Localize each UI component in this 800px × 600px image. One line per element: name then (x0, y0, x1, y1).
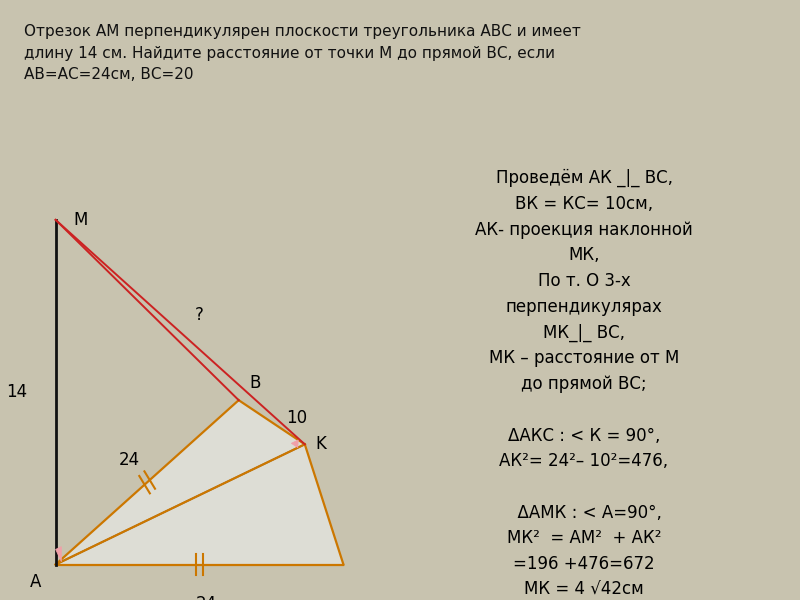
Text: M: M (74, 211, 88, 229)
Polygon shape (56, 400, 343, 565)
Text: ?: ? (194, 306, 203, 324)
Text: 14: 14 (6, 383, 27, 401)
Text: Проведём АК _|_ ВС,
ВК = КС= 10см,
АК- проекция наклонной
МК,
По т. О 3-х
перпен: Проведём АК _|_ ВС, ВК = КС= 10см, АК- п… (475, 169, 693, 599)
Text: B: B (250, 374, 261, 392)
Text: 10: 10 (286, 409, 307, 427)
Text: K: K (315, 436, 326, 454)
Text: 24: 24 (196, 595, 218, 600)
Polygon shape (291, 440, 298, 448)
Polygon shape (56, 547, 62, 562)
Text: 24: 24 (118, 451, 140, 469)
Text: A: A (30, 573, 42, 591)
Text: Отрезок АМ перпендикулярен плоскости треугольника АВС и имеет
длину 14 см. Найди: Отрезок АМ перпендикулярен плоскости тре… (24, 24, 581, 82)
